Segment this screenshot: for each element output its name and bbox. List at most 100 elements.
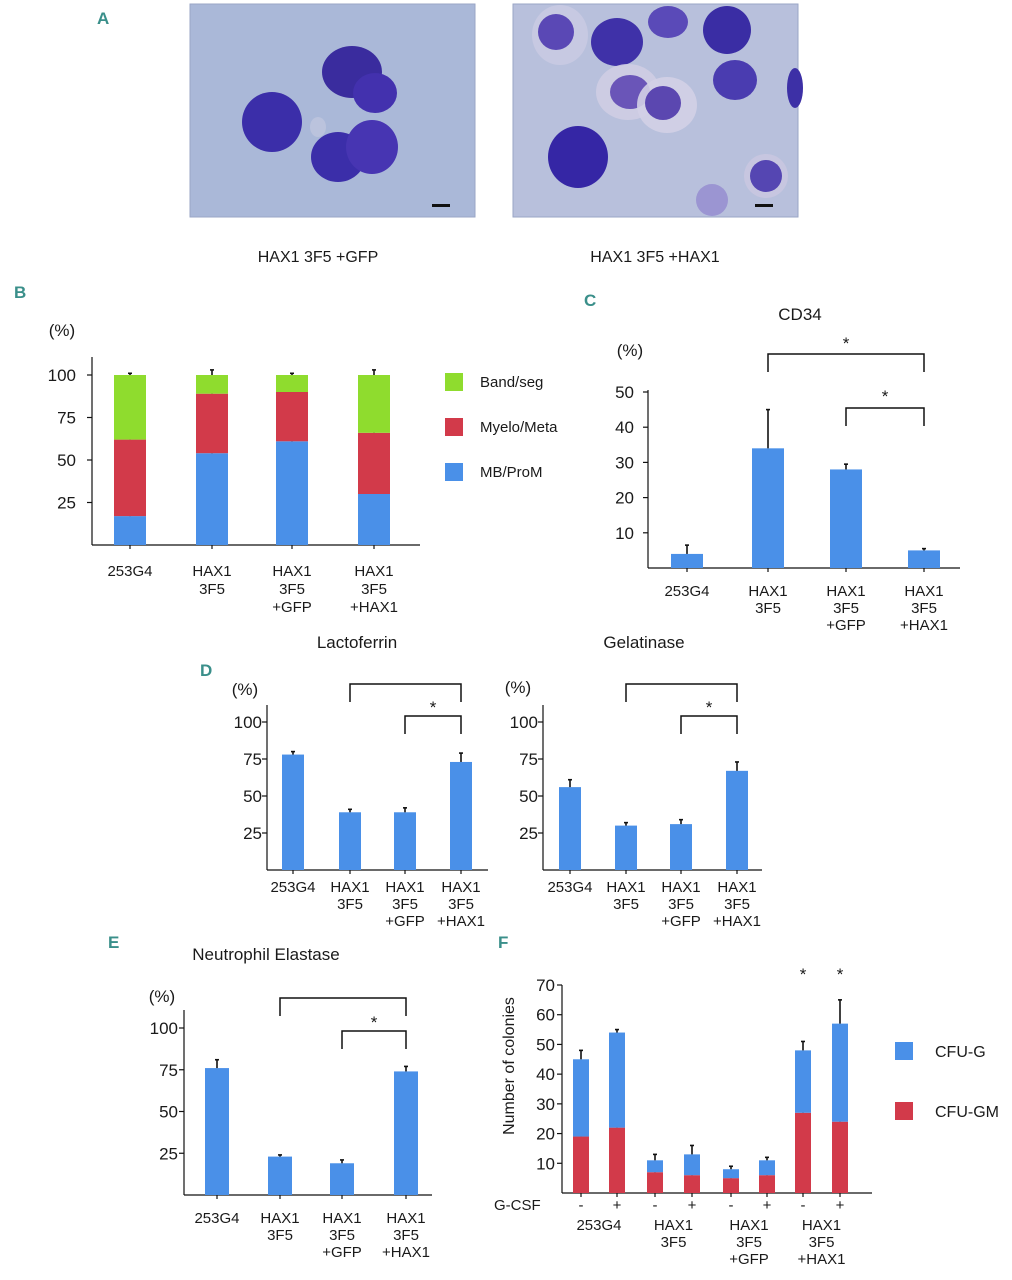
chart-title: Lactoferrin bbox=[317, 633, 397, 652]
significance-bracket bbox=[625, 683, 738, 702]
y-tick-label: 50 bbox=[57, 451, 76, 470]
legend-label: CFU-GM bbox=[935, 1104, 999, 1121]
chart-c-cd34: CD34 (%) 10 20 30 40 50 253G4 HAX1 3F5 HAX1 3F5 +GFP… bbox=[615, 305, 960, 634]
category-label: HAX1 3F5 +GFP bbox=[826, 583, 866, 634]
bar-3 bbox=[726, 770, 748, 870]
y-tick-label: 50 bbox=[159, 1103, 178, 1122]
panel-d-letter: D bbox=[200, 661, 212, 680]
y-tick-label: 25 bbox=[519, 824, 538, 843]
y-tick-label: 30 bbox=[536, 1095, 555, 1114]
group-label: HAX1 3F5 +HAX1 bbox=[798, 1217, 846, 1268]
chart-title: CD34 bbox=[778, 305, 821, 324]
category-label: HAX1 3F5 bbox=[260, 1210, 299, 1244]
y-tick-label: 10 bbox=[536, 1154, 555, 1173]
significance-star: * bbox=[430, 698, 437, 717]
bar-band-seg-1 bbox=[196, 375, 228, 394]
bar-myelo-meta-3 bbox=[358, 432, 390, 494]
bar-3 bbox=[394, 1071, 418, 1195]
cell bbox=[346, 120, 398, 174]
bar-2 bbox=[830, 469, 862, 568]
category-label: 253G4 bbox=[194, 1210, 239, 1227]
bar-cfu-gm-1 bbox=[609, 1127, 625, 1193]
y-axis-label: (%) bbox=[232, 680, 258, 699]
category-label: HAX1 3F5 bbox=[330, 879, 369, 913]
y-tick-label: 50 bbox=[615, 383, 634, 402]
gcsf-label: G-CSF bbox=[494, 1197, 541, 1214]
chart-e-neutrophil-elastase: Neutrophil Elastase (%) 25 50 75 100 253G4 HAX1… bbox=[149, 945, 432, 1261]
bar-band-seg-0 bbox=[114, 375, 146, 440]
category-label: HAX1 3F5 +HAX1 bbox=[350, 563, 398, 616]
gcsf-sign: + bbox=[688, 1197, 697, 1214]
legend-label: MB/ProM bbox=[480, 464, 543, 481]
cell bbox=[353, 73, 397, 113]
bar-1 bbox=[339, 812, 361, 870]
significance-star: * bbox=[882, 387, 889, 406]
gcsf-sign: - bbox=[579, 1197, 584, 1214]
chart-title: Neutrophil Elastase bbox=[192, 945, 339, 964]
bar-cfu-g-3 bbox=[684, 1154, 700, 1176]
bar-band-seg-2 bbox=[276, 375, 308, 392]
bar-2 bbox=[394, 812, 416, 870]
bar-mb-prom-2 bbox=[276, 441, 308, 545]
category-label: HAX1 3F5 bbox=[748, 583, 787, 617]
significance-bracket bbox=[767, 353, 925, 372]
gcsf-sign: + bbox=[613, 1197, 622, 1214]
bar-cfu-g-5 bbox=[759, 1160, 775, 1176]
y-tick-label: 50 bbox=[536, 1035, 555, 1054]
category-label: HAX1 3F5 +GFP bbox=[385, 879, 425, 930]
panel-b-letter: B bbox=[14, 283, 26, 302]
bar-1 bbox=[752, 448, 784, 568]
panel-a-letter: A bbox=[97, 9, 109, 28]
bar-2 bbox=[670, 824, 692, 870]
panel-f-letter: F bbox=[498, 933, 508, 952]
bar-cfu-g-6 bbox=[795, 1050, 811, 1113]
significance-star: * bbox=[706, 698, 713, 717]
bar-cfu-gm-4 bbox=[723, 1178, 739, 1193]
y-tick-label: 100 bbox=[48, 366, 76, 385]
category-label: HAX1 3F5 +GFP bbox=[272, 563, 312, 616]
bar-band-seg-3 bbox=[358, 375, 390, 433]
bar-0 bbox=[205, 1068, 229, 1195]
y-tick-label: 75 bbox=[519, 750, 538, 769]
y-axis-label: Number of colonies bbox=[501, 997, 518, 1135]
group-label: HAX1 3F5 +GFP bbox=[729, 1217, 769, 1268]
significance-star: * bbox=[837, 965, 844, 984]
bar-cfu-g-2 bbox=[647, 1160, 663, 1173]
significance-bracket bbox=[341, 1030, 407, 1049]
bar-cfu-g-4 bbox=[723, 1169, 739, 1179]
category-label: HAX1 3F5 bbox=[192, 563, 231, 598]
y-tick-label: 50 bbox=[519, 787, 538, 806]
category-label: HAX1 3F5 +HAX1 bbox=[437, 879, 485, 930]
bar-cfu-gm-0 bbox=[573, 1136, 589, 1193]
legend-swatch-band-seg bbox=[445, 373, 463, 391]
chart-b-stacked-differentiation: (%) 25 50 75 100 253G4 HAX1 3F5 HAX1 3F5 +GFP HAX1 3… bbox=[48, 321, 559, 616]
y-tick-label: 10 bbox=[615, 524, 634, 543]
micrograph-left-caption: HAX1 3F5 +GFP bbox=[258, 249, 379, 266]
bar-myelo-meta-0 bbox=[114, 439, 146, 517]
legend-swatch-cfu-g bbox=[895, 1042, 913, 1060]
bar-cfu-gm-3 bbox=[684, 1175, 700, 1193]
bar-mb-prom-0 bbox=[114, 516, 146, 545]
group-label: HAX1 3F5 bbox=[654, 1217, 693, 1251]
chart-f-colonies: Number of colonies 10 20 30 40 50 60 70 - + - + - + * -… bbox=[494, 965, 999, 1268]
bar-myelo-meta-1 bbox=[196, 393, 228, 454]
significance-bracket bbox=[404, 715, 462, 734]
bar-0 bbox=[559, 787, 581, 870]
gcsf-sign: - bbox=[653, 1197, 658, 1214]
bar-2 bbox=[330, 1163, 354, 1195]
bar-cfu-g-7 bbox=[832, 1023, 848, 1122]
chart-d-gelatinase: Gelatinase (%) 25 50 75 100 253G4 HAX1 3F5 HAX1 3F… bbox=[505, 633, 762, 930]
category-label: 253G4 bbox=[664, 583, 709, 600]
bar-mb-prom-3 bbox=[358, 494, 390, 545]
micrograph-right-caption: HAX1 3F5 +HAX1 bbox=[590, 249, 720, 266]
panel-c-letter: C bbox=[584, 291, 596, 310]
y-tick-label: 75 bbox=[159, 1061, 178, 1080]
y-axis-label: (%) bbox=[505, 678, 531, 697]
gcsf-sign: + bbox=[836, 1197, 845, 1214]
category-label: HAX1 3F5 +GFP bbox=[322, 1210, 362, 1261]
y-tick-label: 20 bbox=[536, 1125, 555, 1144]
legend-swatch-cfu-gm bbox=[895, 1102, 913, 1120]
chart-d-lactoferrin: Lactoferrin (%) 25 50 75 100 253G4 HAX1 3F5 HAX1 3… bbox=[232, 633, 488, 930]
legend-swatch-mb-prom bbox=[445, 463, 463, 481]
